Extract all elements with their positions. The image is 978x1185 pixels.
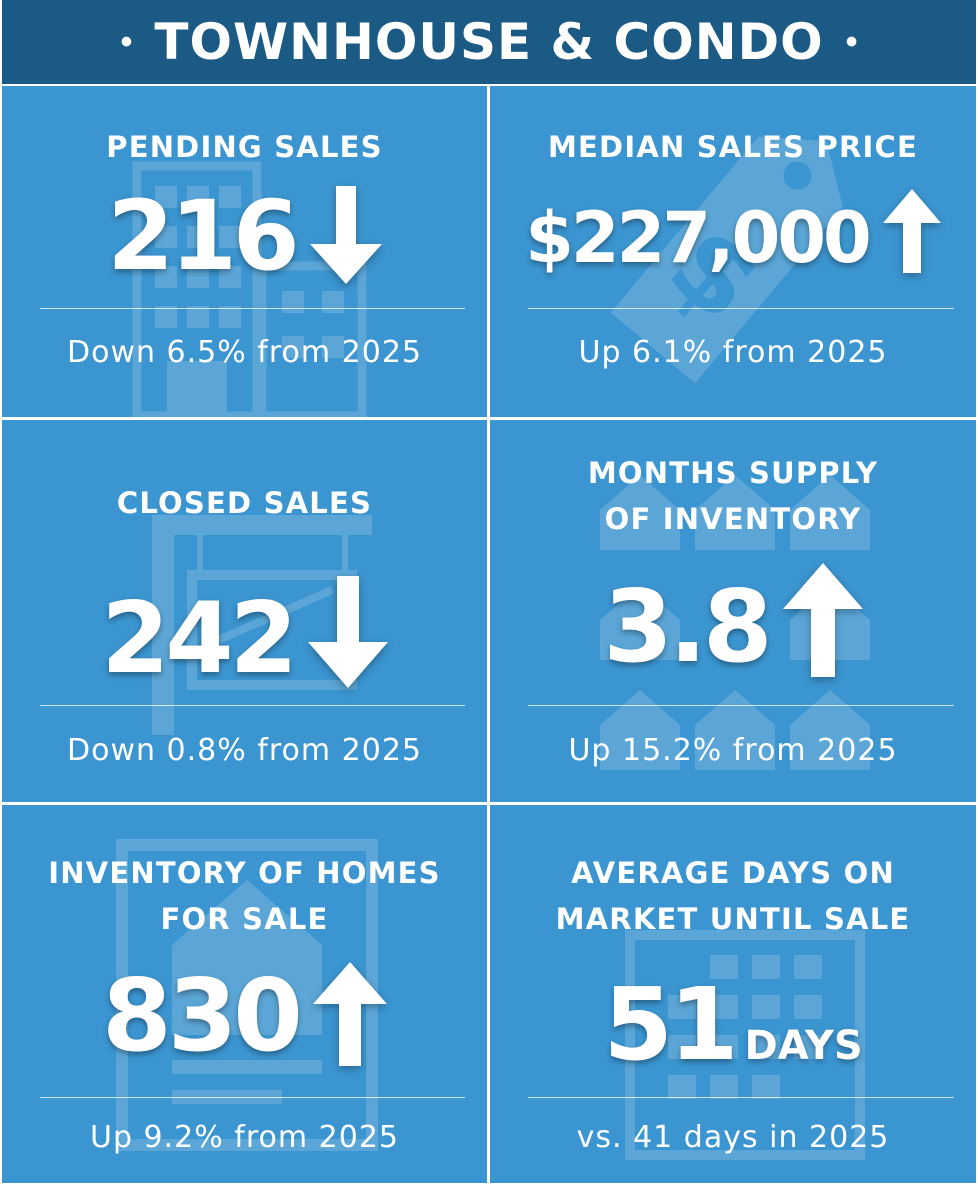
stat-value-row: 216 — [2, 186, 487, 284]
houses-icon — [600, 475, 870, 770]
header-bar: • TOWNHOUSE & CONDO • — [2, 0, 976, 84]
stat-change: Up 9.2% from 2025 — [90, 1120, 399, 1155]
stat-value-row: 51 DAYS — [490, 975, 976, 1075]
closed-sales-tile: CLOSED SALES 242 Down 0.8% from 2025 — [2, 420, 487, 802]
divider — [528, 1097, 954, 1098]
header-bullet-left: • — [120, 22, 133, 61]
stat-change: Up 6.1% from 2025 — [578, 335, 888, 370]
stat-label-line1: MONTHS SUPPLY — [587, 456, 879, 490]
inventory-tile: INVENTORY OF HOMES FOR SALE 830 Up 9.2% … — [2, 805, 487, 1183]
stat-value-row: 242 — [2, 576, 487, 688]
stat-label: CLOSED SALES — [116, 486, 373, 520]
stat-label-line2: FOR SALE — [160, 902, 329, 936]
stat-change: Down 0.8% from 2025 — [67, 733, 422, 768]
stat-value: 242 — [101, 582, 298, 696]
days-on-market-tile: AVERAGE DAYS ON MARKET UNTIL SALE 51 DAY… — [490, 805, 976, 1183]
arrow-down-icon — [309, 186, 382, 284]
price-tag-icon: $ — [610, 136, 843, 384]
for-sale-sign-icon — [152, 515, 372, 735]
arrow-up-icon — [882, 189, 941, 273]
building-icon — [132, 161, 367, 417]
divider — [40, 705, 465, 706]
stat-change: Up 15.2% from 2025 — [568, 733, 898, 768]
stat-unit: DAYS — [744, 1023, 863, 1069]
stat-label-line2: MARKET UNTIL SALE — [555, 902, 911, 936]
stat-value: 51 — [603, 966, 738, 1083]
divider — [528, 308, 954, 309]
stat-value: 3.8 — [603, 568, 772, 685]
stat-value-row: $227,000 — [490, 189, 976, 273]
stat-value: 830 — [102, 957, 303, 1074]
stat-label-line1: INVENTORY OF HOMES — [48, 856, 441, 890]
divider — [528, 705, 954, 706]
months-supply-tile: MONTHS SUPPLY OF INVENTORY 3.8 Up 15.2% … — [490, 420, 976, 802]
stat-label: MEDIAN SALES PRICE — [547, 130, 918, 164]
stat-value: $227,000 — [525, 197, 872, 279]
arrow-up-icon — [782, 563, 863, 677]
stat-change: Down 6.5% from 2025 — [67, 335, 422, 370]
median-price-tile: $ MEDIAN SALES PRICE $227,000 Up 6.1% fr… — [490, 86, 976, 417]
divider — [40, 308, 465, 309]
header-bullet-right: • — [845, 22, 858, 61]
calendar-icon — [625, 930, 865, 1160]
stat-value: 216 — [107, 180, 299, 292]
stat-label-line1: AVERAGE DAYS ON — [571, 856, 895, 890]
stat-value-row: 3.8 — [490, 563, 976, 677]
pending-sales-tile: PENDING SALES 216 Down 6.5% from 2025 — [2, 86, 487, 417]
stat-label-line2: OF INVENTORY — [604, 502, 862, 536]
arrow-down-icon — [307, 576, 388, 688]
divider — [40, 1097, 465, 1098]
stat-label: PENDING SALES — [106, 130, 383, 164]
stat-value-row: 830 — [2, 962, 487, 1066]
arrow-up-icon — [312, 962, 387, 1066]
page-title: TOWNHOUSE & CONDO — [154, 13, 824, 71]
stat-change: vs. 41 days in 2025 — [576, 1120, 890, 1155]
